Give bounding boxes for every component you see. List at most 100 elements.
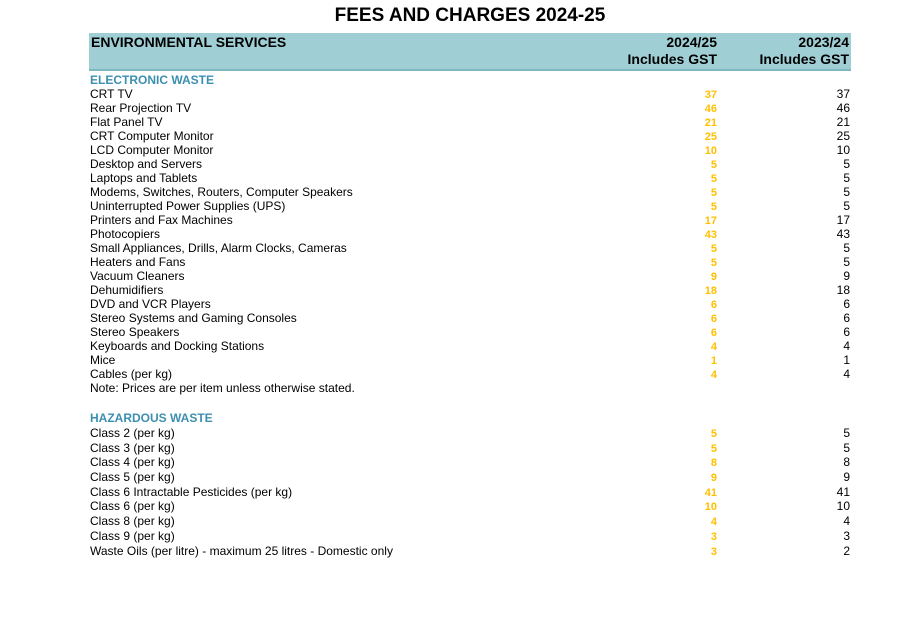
fee-2023-24: 5	[843, 157, 850, 171]
fee-2024-25: 5	[710, 257, 717, 269]
item-label: CRT TV	[90, 87, 133, 101]
fee-2023-24: 43	[836, 227, 850, 241]
fee-2023-24: 5	[843, 255, 850, 269]
fee-2024-25: 5	[710, 428, 717, 440]
table-row: Class 8 (per kg) 4 4	[90, 514, 850, 529]
item-label: Class 4 (per kg)	[90, 455, 175, 470]
table-row: Dehumidifiers 18 18	[90, 283, 850, 297]
item-label: Stereo Systems and Gaming Consoles	[90, 311, 297, 325]
fee-2024-25: 21	[704, 117, 717, 129]
pricing-note: Note: Prices are per item unless otherwi…	[90, 381, 355, 395]
fee-2024-25: 6	[710, 313, 717, 325]
table-row: Mice 1 1	[90, 353, 850, 367]
item-label: Heaters and Fans	[90, 255, 186, 269]
table-row: Class 6 Intractable Pesticides (per kg) 4…	[90, 485, 850, 500]
item-label: DVD and VCR Players	[90, 297, 211, 311]
table-row: Class 2 (per kg) 5 5	[90, 426, 850, 441]
section-title-electronic-waste: ELECTRONIC WASTE	[90, 73, 215, 87]
fee-2023-24: 5	[843, 199, 850, 213]
header-2023-24: 2023/24 Includes GST	[760, 34, 849, 68]
item-label: Flat Panel TV	[90, 115, 163, 129]
header-2023-24-gst: Includes GST	[759, 51, 849, 67]
table-row: Laptops and Tablets 5 5	[90, 171, 850, 185]
fee-2023-24: 5	[843, 185, 850, 199]
item-label: Class 2 (per kg)	[90, 426, 175, 440]
table-row: Class 5 (per kg) 9 9	[90, 470, 850, 485]
table-row: Uninterrupted Power Supplies (UPS) 5 5	[90, 199, 850, 213]
electronic-waste-section: ELECTRONIC WASTE CRT TV 37 37 Rear Projecti…	[90, 73, 850, 395]
table-row: Rear Projection TV 46 46	[90, 101, 850, 115]
fee-2023-24: 4	[843, 339, 850, 353]
fee-2023-24: 41	[836, 484, 850, 499]
fee-2024-25: 5	[710, 187, 717, 199]
item-label: Class 8 (per kg)	[90, 514, 175, 529]
header-2024-25-gst: Includes GST	[627, 51, 717, 67]
table-row: CRT TV 37 37	[90, 87, 850, 101]
hazardous-waste-section: HAZARDOUS WASTE Class 2 (per kg) 5 5 Class …	[90, 411, 850, 558]
header-service: ENVIRONMENTAL SERVICES	[91, 34, 287, 50]
item-label: Small Appliances, Drills, Alarm Clocks, …	[90, 241, 347, 255]
fee-2024-25: 6	[710, 327, 717, 339]
fee-2023-24: 5	[843, 241, 850, 255]
table-row: Small Appliances, Drills, Alarm Clocks, …	[90, 241, 850, 255]
table-row: Class 4 (per kg) 8 8	[90, 455, 850, 470]
item-label: Waste Oils (per litre) - maximum 25 litr…	[90, 543, 393, 558]
table-row: Printers and Fax Machines 17 17	[90, 213, 850, 227]
fee-2024-25: 4	[710, 369, 717, 381]
item-label: Rear Projection TV	[90, 101, 192, 115]
fee-2023-24: 17	[836, 213, 850, 227]
table-row: LCD Computer Monitor 10 10	[90, 143, 850, 157]
fee-2023-24: 10	[836, 143, 850, 157]
fee-2023-24: 4	[843, 367, 850, 381]
table-row: DVD and VCR Players 6 6	[90, 297, 850, 311]
fee-2023-24: 46	[836, 101, 850, 115]
item-label: Class 9 (per kg)	[90, 528, 175, 543]
table-row: CRT Computer Monitor 25 25	[90, 129, 850, 143]
fee-2023-24: 37	[836, 87, 850, 101]
table-row: Keyboards and Docking Stations 4 4	[90, 339, 850, 353]
item-label: Vacuum Cleaners	[90, 269, 185, 283]
fee-2023-24: 10	[836, 499, 850, 514]
fee-2024-25: 8	[710, 457, 717, 470]
item-label: Printers and Fax Machines	[90, 213, 233, 227]
table-row: Class 6 (per kg) 10 10	[90, 499, 850, 514]
item-label: Class 6 (per kg)	[90, 499, 175, 514]
item-label: Uninterrupted Power Supplies (UPS)	[90, 199, 286, 213]
item-label: Modems, Switches, Routers, Computer Spea…	[90, 185, 353, 199]
table-row: Vacuum Cleaners 9 9	[90, 269, 850, 283]
item-label: Mice	[90, 353, 116, 367]
table-row: Flat Panel TV 21 21	[90, 115, 850, 129]
fee-2023-24: 8	[843, 455, 850, 470]
fee-2024-25: 9	[710, 271, 717, 283]
fee-2024-25: 1	[710, 355, 717, 367]
item-label: Class 6 Intractable Pesticides (per kg)	[90, 484, 293, 499]
fee-2023-24: 5	[843, 171, 850, 185]
fee-2024-25: 9	[710, 472, 717, 485]
fee-2023-24: 21	[836, 115, 850, 129]
item-label: Cables (per kg)	[90, 367, 173, 381]
table-row: Modems, Switches, Routers, Computer Spea…	[90, 185, 850, 199]
fee-2023-24: 9	[843, 470, 850, 485]
table-row: Class 9 (per kg) 3 3	[90, 529, 850, 544]
item-label: Laptops and Tablets	[90, 171, 198, 185]
fee-2024-25: 5	[710, 442, 717, 455]
fee-2024-25: 5	[710, 201, 717, 213]
item-label: Class 3 (per kg)	[90, 440, 175, 455]
header-2024-25-year: 2024/25	[666, 34, 717, 50]
table-row: Photocopiers 43 43	[90, 227, 850, 241]
fee-2024-25: 5	[710, 159, 717, 171]
item-label: LCD Computer Monitor	[90, 143, 214, 157]
fee-2023-24: 3	[843, 528, 850, 543]
fee-2024-25: 18	[704, 285, 717, 297]
fee-2024-25: 10	[704, 145, 717, 157]
fee-2023-24: 5	[843, 440, 850, 455]
table-row: Stereo Systems and Gaming Consoles 6 6	[90, 311, 850, 325]
section-title-hazardous-waste: HAZARDOUS WASTE	[90, 411, 213, 425]
fee-2024-25: 3	[710, 545, 717, 558]
table-header: ENVIRONMENTAL SERVICES 2024/25 Includes …	[89, 33, 851, 71]
header-2024-25: 2024/25 Includes GST	[628, 34, 717, 68]
fee-2023-24: 6	[843, 311, 850, 325]
table-row: Heaters and Fans 5 5	[90, 255, 850, 269]
fee-2024-25: 5	[710, 243, 717, 255]
item-label: Desktop and Servers	[90, 157, 203, 171]
